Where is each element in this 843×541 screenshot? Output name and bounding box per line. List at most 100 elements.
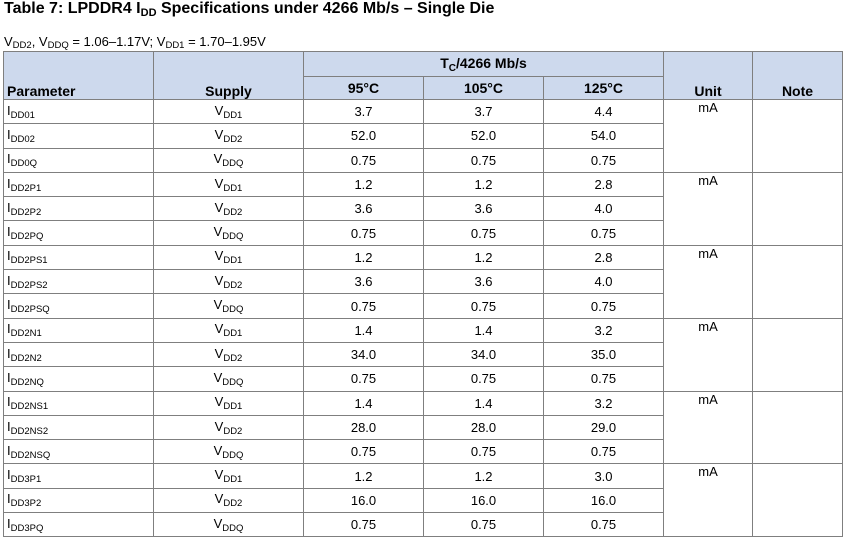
parameter-cell: IDD2P1: [3, 171, 154, 198]
note-cell: [752, 99, 843, 173]
value-95c: 28.0: [303, 414, 424, 441]
value-125c: 35.0: [543, 341, 664, 368]
value-95c: 0.75: [303, 220, 424, 246]
table-row: IDD2N1 VDD1 1.4 1.4 3.2 mA: [3, 317, 843, 392]
parameter-cell: IDD2NS2: [3, 414, 154, 441]
parameter-cell: IDD2NS1: [3, 390, 154, 416]
parameter-cell: IDD02: [3, 123, 154, 149]
idd-spec-table: Parameter Supply TC/4266 Mb/s Unit Note …: [3, 51, 843, 538]
value-95c: 0.75: [303, 293, 424, 319]
value-125c: 3.2: [543, 317, 664, 343]
voltage-conditions: VDD2, VDDQ = 1.06–1.17V; VDD1 = 1.70–1.9…: [4, 34, 266, 51]
note-cell: [752, 171, 843, 246]
unit-cell: mA: [663, 99, 753, 173]
table-row: IDD3P1 VDD1 1.2 1.2 3.0 mA: [3, 463, 843, 538]
supply-cell: VDD2: [153, 269, 304, 295]
table-row: IDD2PSQ VDDQ 0.75 0.75 0.75: [3, 293, 843, 319]
value-105c: 1.2: [423, 171, 544, 198]
unit-cell: mA: [663, 317, 753, 392]
value-125c: 0.75: [543, 220, 664, 246]
value-95c: 0.75: [303, 366, 424, 392]
value-105c: 34.0: [423, 341, 544, 368]
parameter-cell: IDD2PQ: [3, 220, 154, 246]
value-125c: 2.8: [543, 244, 664, 271]
value-95c: 16.0: [303, 487, 424, 514]
header-unit: Unit: [663, 51, 753, 100]
value-105c: 1.2: [423, 463, 544, 489]
value-95c: 1.4: [303, 390, 424, 416]
value-105c: 1.4: [423, 317, 544, 343]
value-95c: 0.75: [303, 512, 424, 538]
condition-symbol: V: [38, 34, 48, 49]
value-125c: 2.8: [543, 171, 664, 198]
value-105c: 1.4: [423, 390, 544, 416]
value-95c: 3.6: [303, 269, 424, 295]
parameter-cell: IDD2PSQ: [3, 293, 154, 319]
value-125c: 4.0: [543, 269, 664, 295]
parameter-cell: IDD3P1: [3, 463, 154, 489]
supply-cell: VDD1: [153, 244, 304, 271]
supply-cell: VDD1: [153, 171, 304, 198]
value-95c: 3.7: [303, 98, 424, 125]
unit-cell: mA: [663, 244, 753, 319]
parameter-cell: IDD2N1: [3, 317, 154, 343]
value-95c: 3.6: [303, 196, 424, 222]
table-row: IDD2NQ VDDQ 0.75 0.75 0.75: [3, 366, 843, 392]
parameter-cell: IDD2N2: [3, 341, 154, 368]
value-105c: 3.6: [423, 269, 544, 295]
table-row: IDD2P1 VDD1 1.2 1.2 2.8 mA: [3, 171, 843, 246]
parameter-cell: IDD2NQ: [3, 366, 154, 392]
table-row: IDD2NS2 VDD2 28.0 28.0 29.0: [3, 414, 843, 441]
table-row: IDD2P2 VDD2 3.6 3.6 4.0: [3, 196, 843, 222]
value-95c: 0.75: [303, 439, 424, 465]
value-105c: 28.0: [423, 414, 544, 441]
value-105c: 1.2: [423, 244, 544, 271]
value-105c: 0.75: [423, 220, 544, 246]
parameter-cell: IDD2PS1: [3, 244, 154, 271]
supply-cell: VDD1: [153, 463, 304, 489]
table-title: Table 7: LPDDR4 IDD Specifications under…: [4, 0, 495, 19]
table-row: IDD2NS1 VDD1 1.4 1.4 3.2 mA: [3, 390, 843, 465]
supply-cell: VDDQ: [153, 220, 304, 246]
note-cell: [752, 463, 843, 538]
value-95c: 1.2: [303, 463, 424, 489]
table-row: IDD2NSQ VDDQ 0.75 0.75 0.75: [3, 439, 843, 465]
condition-symbol: V: [4, 34, 13, 49]
supply-cell: VDDQ: [153, 293, 304, 319]
value-105c: 52.0: [423, 123, 544, 149]
unit-cell: mA: [663, 390, 753, 465]
unit-cell: mA: [663, 171, 753, 246]
parameter-cell: IDD01: [3, 98, 154, 125]
table-row: IDD2PS1 VDD1 1.2 1.2 2.8 mA: [3, 244, 843, 319]
header-temp-95: 95°C: [303, 76, 424, 100]
supply-cell: VDD2: [153, 414, 304, 441]
value-125c: 4.0: [543, 196, 664, 222]
supply-cell: VDDQ: [153, 439, 304, 465]
value-105c: 3.6: [423, 196, 544, 222]
header-parameter: Parameter: [3, 51, 154, 100]
value-95c: 1.4: [303, 317, 424, 343]
value-125c: 0.75: [543, 512, 664, 538]
table-row: IDD0Q VDDQ 0.75 0.75 0.75: [3, 147, 843, 173]
supply-cell: VDD2: [153, 196, 304, 222]
value-125c: 4.4: [543, 98, 664, 125]
value-105c: 0.75: [423, 293, 544, 319]
parameter-cell: IDD3PQ: [3, 512, 154, 538]
table-row: IDD2PQ VDDQ 0.75 0.75 0.75: [3, 220, 843, 246]
value-105c: 0.75: [423, 439, 544, 465]
note-cell: [752, 390, 843, 465]
supply-cell: VDD2: [153, 341, 304, 368]
table-row: IDD2N2 VDD2 34.0 34.0 35.0: [3, 341, 843, 368]
value-125c: 0.75: [543, 366, 664, 392]
supply-cell: VDD1: [153, 317, 304, 343]
value-125c: 0.75: [543, 293, 664, 319]
supply-cell: VDDQ: [153, 512, 304, 538]
supply-cell: VDD1: [153, 98, 304, 125]
value-125c: 0.75: [543, 147, 664, 173]
value-105c: 0.75: [423, 366, 544, 392]
note-cell: [752, 317, 843, 392]
value-125c: 3.0: [543, 463, 664, 489]
table-row: IDD2PS2 VDD2 3.6 3.6 4.0: [3, 269, 843, 295]
header-temp-105: 105°C: [423, 76, 544, 100]
supply-cell: VDD2: [153, 123, 304, 149]
